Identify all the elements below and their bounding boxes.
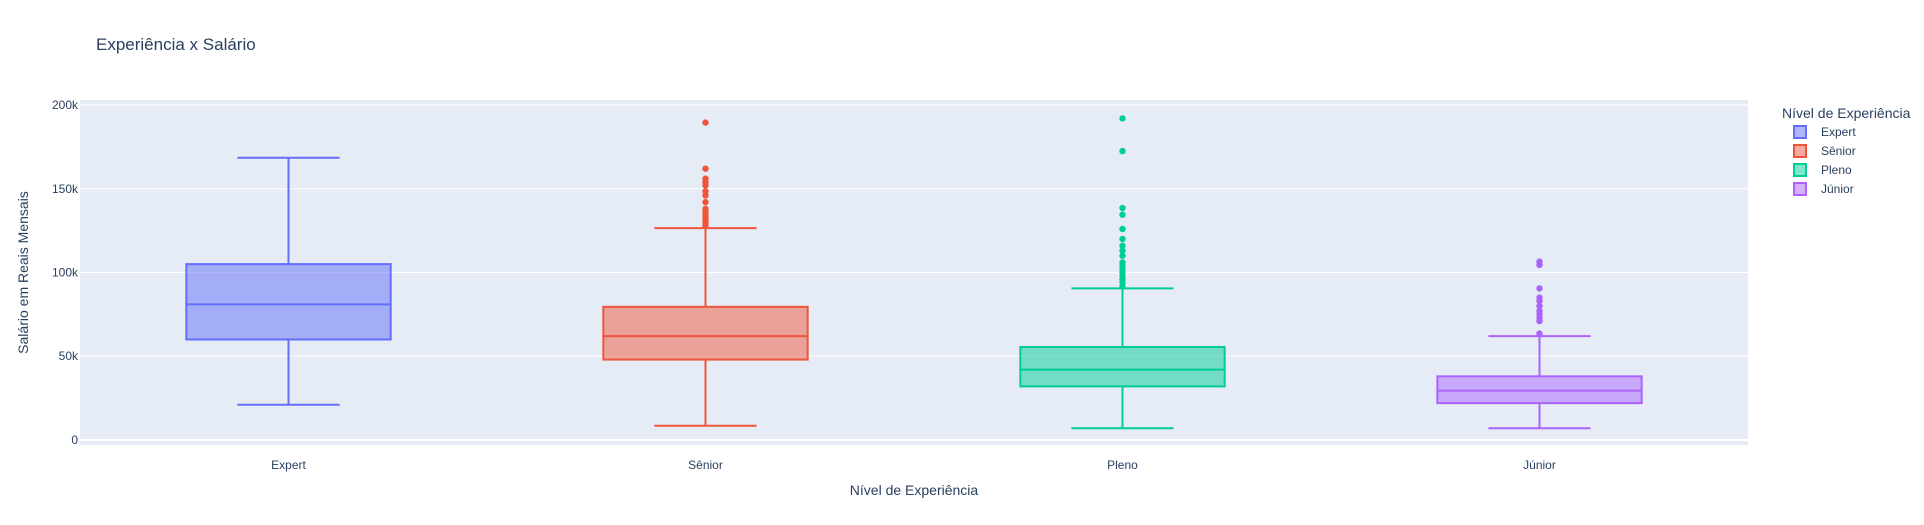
- outlier-point: [702, 188, 709, 195]
- x-tick-label: Pleno: [1107, 458, 1138, 472]
- outlier-point: [702, 205, 709, 213]
- legend-item-1[interactable]: Sênior: [1793, 144, 1856, 158]
- legend-item-3[interactable]: Júnior: [1793, 182, 1854, 196]
- iqr-box: [185, 263, 392, 341]
- box-traces: [185, 115, 1643, 430]
- x-axis-title: Nível de Experiência: [850, 482, 979, 498]
- y-tick-label: 0: [71, 433, 78, 447]
- outlier-point: [702, 198, 709, 206]
- outlier-point: [1119, 259, 1126, 266]
- outlier-point: [1119, 204, 1126, 212]
- box-trace-1: [602, 119, 809, 427]
- outlier-point: [1536, 285, 1543, 292]
- y-tick-label: 150k: [52, 182, 79, 196]
- y-tick-label: 100k: [52, 266, 79, 280]
- outlier-point: [1536, 294, 1543, 301]
- box-trace-3: [1436, 258, 1643, 430]
- legend-label: Sênior: [1821, 144, 1856, 158]
- outlier-point: [1119, 252, 1126, 259]
- x-tick-label: Júnior: [1523, 458, 1556, 472]
- iqr-box: [1019, 346, 1226, 388]
- outlier-point: [1536, 302, 1543, 310]
- legend-swatch: [1793, 125, 1807, 139]
- iqr-box: [602, 305, 809, 361]
- outlier-point: [1119, 247, 1126, 254]
- outlier-point: [1119, 235, 1126, 243]
- outlier-point: [702, 165, 709, 172]
- chart-title: Experiência x Salário: [96, 35, 256, 54]
- legend[interactable]: Nível de Experiência Expert Sênior Pleno Jú…: [1782, 105, 1911, 196]
- gridlines: [80, 104, 1748, 441]
- y-axis-ticks: 0 50k 100k 150k 200k: [52, 98, 79, 447]
- outlier-point: [1119, 147, 1126, 155]
- outlier-point: [1119, 115, 1126, 122]
- outlier-point: [702, 119, 709, 126]
- legend-label: Expert: [1821, 125, 1856, 139]
- y-tick-label: 200k: [52, 98, 79, 112]
- y-axis-title: Salário em Reais Mensais: [15, 191, 31, 354]
- outlier-point: [1119, 211, 1126, 218]
- y-tick-label: 50k: [59, 349, 79, 363]
- box-trace-0: [185, 156, 392, 406]
- legend-item-2[interactable]: Pleno: [1793, 163, 1852, 177]
- outlier-point: [1119, 242, 1126, 249]
- legend-label: Pleno: [1821, 163, 1852, 177]
- legend-title: Nível de Experiência: [1782, 105, 1911, 121]
- outlier-point: [1536, 330, 1543, 337]
- outlier-point: [1536, 258, 1543, 265]
- legend-swatch: [1793, 182, 1807, 196]
- outlier-point: [1536, 307, 1543, 315]
- outlier-point: [702, 175, 709, 182]
- legend-label: Júnior: [1821, 182, 1854, 196]
- x-tick-label: Sênior: [688, 458, 723, 472]
- legend-swatch: [1793, 144, 1807, 158]
- outlier-point: [1119, 225, 1126, 233]
- x-axis-ticks: Expert Sênior Pleno Júnior: [271, 458, 1556, 472]
- box-trace-2: [1019, 115, 1226, 430]
- x-tick-label: Expert: [271, 458, 306, 472]
- legend-swatch: [1793, 163, 1807, 177]
- legend-item-0[interactable]: Expert: [1793, 125, 1856, 139]
